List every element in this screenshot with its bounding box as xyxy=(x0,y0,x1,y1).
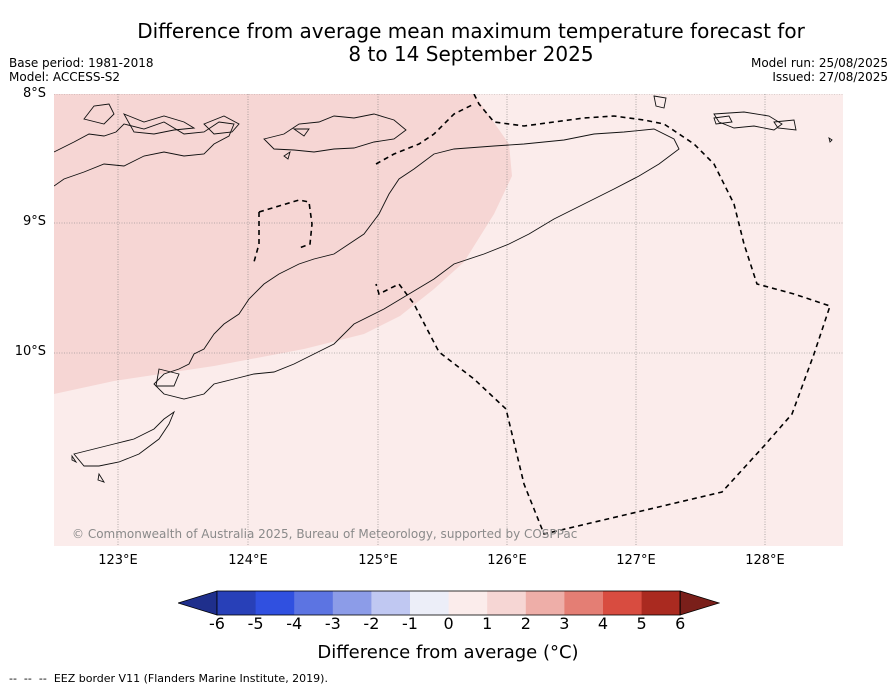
colorbar-tick-label: 2 xyxy=(520,614,531,633)
lon-label-126e: 126°E xyxy=(487,553,527,568)
colorbar-segment xyxy=(564,591,604,615)
colorbar-segment xyxy=(641,591,681,615)
colorbar xyxy=(178,590,720,616)
footer-legend: -- -- -- EEZ border V11 (Flanders Marine… xyxy=(9,672,328,685)
colorbar-tick-label: -1 xyxy=(402,614,418,633)
colorbar-tick-label: -5 xyxy=(247,614,264,633)
graticule xyxy=(54,94,843,546)
copyright-notice: © Commonwealth of Australia 2025, Bureau… xyxy=(72,527,577,541)
lat-label-9s: 9°S xyxy=(22,214,46,229)
model-run: Model run: 25/08/2025 xyxy=(750,56,888,70)
colorbar-extend-low xyxy=(178,590,218,616)
colorbar-segment xyxy=(332,591,372,615)
colorbar-tick-label: 0 xyxy=(443,614,454,633)
colorbar-extend-high xyxy=(679,590,720,616)
colorbar-segment xyxy=(371,591,411,615)
colorbar-segment xyxy=(487,591,527,615)
lat-label-10s: 10°S xyxy=(14,344,46,359)
colorbar-tick-label: 1 xyxy=(482,614,493,633)
lon-label-124e: 124°E xyxy=(228,553,268,568)
colorbar-tick-label: 5 xyxy=(636,614,647,633)
coastlines xyxy=(54,95,833,483)
eez-legend-text: EEZ border V11 (Flanders Marine Institut… xyxy=(53,672,328,685)
base-info: Base period: 1981-2018 Model: ACCESS-S2 xyxy=(9,56,154,84)
model-name: Model: ACCESS-S2 xyxy=(9,70,121,84)
colorbar-tick-label: 4 xyxy=(597,614,609,633)
lon-label-128e: 128°E xyxy=(745,553,785,568)
eez-border xyxy=(253,94,832,535)
colorbar-tick-label: -6 xyxy=(209,614,225,633)
colorbar-segment xyxy=(448,591,488,615)
lat-label-8s: 8°S xyxy=(22,86,46,101)
colorbar-segment xyxy=(294,591,334,615)
lon-label-125e: 125°E xyxy=(358,553,398,568)
lon-label-123e: 123°E xyxy=(98,553,138,568)
colorbar-label: Difference from average (°C) xyxy=(317,642,579,663)
colorbar-tick-label: -2 xyxy=(363,614,380,633)
colorbar-segment xyxy=(603,591,643,615)
colorbar-segment xyxy=(525,591,565,615)
colorbar-segment xyxy=(410,591,450,615)
anomaly-band-1-2 xyxy=(54,94,512,394)
run-info: Model run: 25/08/2025 Issued: 27/08/2025 xyxy=(751,56,888,84)
forecast-map: © Commonwealth of Australia 2025, Bureau… xyxy=(54,94,843,546)
chart-title: Difference from average mean maximum tem… xyxy=(60,20,882,66)
lon-label-127e: 127°E xyxy=(616,553,656,568)
colorbar-tick-label: 6 xyxy=(675,614,686,633)
title-line-1: Difference from average mean maximum tem… xyxy=(137,19,805,43)
issued-date: Issued: 27/08/2025 xyxy=(772,70,888,84)
colorbar-segment xyxy=(217,591,257,615)
colorbar-tick-label: -4 xyxy=(286,614,303,633)
colorbar-tick-label: 3 xyxy=(559,614,570,633)
base-period: Base period: 1981-2018 xyxy=(9,56,154,70)
colorbar-tick-label: -3 xyxy=(324,614,341,633)
title-line-2: 8 to 14 September 2025 xyxy=(348,42,594,66)
eez-legend-swatch: -- -- -- xyxy=(9,672,51,685)
colorbar-segment xyxy=(255,591,295,615)
